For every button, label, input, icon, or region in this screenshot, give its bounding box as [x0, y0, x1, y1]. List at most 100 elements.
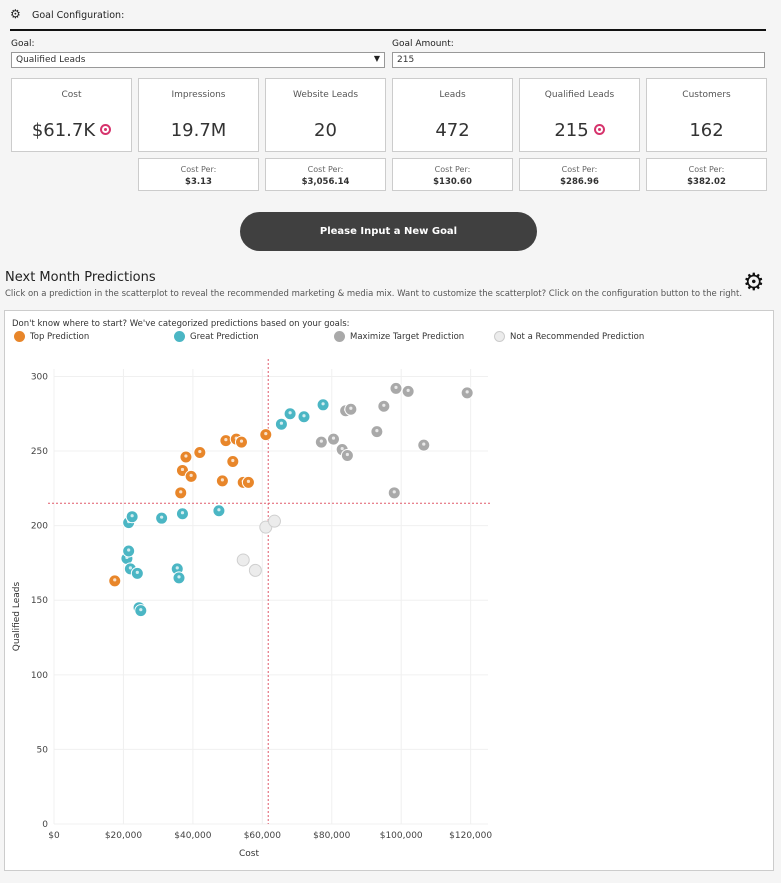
- goal-configuration-header: ⚙ Goal Configuration:: [10, 7, 766, 31]
- kpi-label: Impressions: [171, 90, 226, 100]
- point-glyph: [189, 473, 193, 478]
- goal-amount-input[interactable]: 215: [392, 52, 765, 68]
- point-glyph: [198, 449, 202, 454]
- goal-selected-value: Qualified Leads: [16, 55, 86, 65]
- legend-swatch: [334, 331, 345, 342]
- kpi-value: 20: [314, 120, 337, 141]
- goal-amount-label: Goal Amount:: [392, 39, 454, 49]
- point-glyph: [319, 439, 323, 443]
- point-glyph: [394, 385, 398, 389]
- data-point[interactable]: [236, 553, 250, 567]
- legend-label: Top Prediction: [30, 331, 90, 342]
- point-glyph: [179, 490, 183, 494]
- point-glyph: [392, 490, 396, 494]
- data-point[interactable]: [248, 563, 262, 577]
- y-tick-label: 250: [31, 447, 48, 457]
- cost-per-label: Cost Per:: [434, 165, 471, 174]
- scatterplot[interactable]: $0 $20,000 $40,000 $60,000 $80,000 $100,000 $1…: [4, 355, 504, 867]
- cost-per-value: $286.96: [560, 177, 599, 187]
- cost-per-customers: Cost Per: $382.02: [646, 158, 767, 191]
- legend-label: Not a Recommended Prediction: [510, 331, 645, 342]
- point-glyph: [246, 479, 251, 483]
- legend-great-prediction[interactable]: Great Prediction: [174, 331, 259, 342]
- y-tick-label: 0: [42, 820, 48, 830]
- cost-per-qualified-leads: Cost Per: $286.96: [519, 158, 640, 191]
- x-tick-label: $120,000: [449, 831, 492, 841]
- kpi-impressions[interactable]: Impressions 19.7M: [138, 78, 259, 152]
- chevron-down-icon[interactable]: ▼: [373, 54, 380, 63]
- x-tick-label: $0: [48, 831, 60, 841]
- point-glyph: [331, 436, 336, 440]
- point-glyph: [135, 570, 139, 574]
- point-glyph: [113, 578, 117, 582]
- point-glyph: [375, 429, 379, 433]
- point-glyph: [180, 511, 185, 515]
- cost-per-impressions: Cost Per: $3.13: [138, 158, 259, 191]
- point-glyph: [224, 438, 228, 442]
- legend-swatch: [174, 331, 185, 342]
- point-glyph: [177, 575, 181, 579]
- legend-swatch: [494, 331, 505, 342]
- gear-icon[interactable]: ⚙: [10, 7, 21, 21]
- kpi-leads[interactable]: Leads 472: [392, 78, 513, 152]
- x-tick-label: $20,000: [105, 831, 142, 841]
- x-tick-label: $60,000: [244, 831, 281, 841]
- new-goal-button[interactable]: Please Input a New Goal: [240, 212, 537, 251]
- kpi-customers[interactable]: Customers 162: [646, 78, 767, 152]
- configuration-gear-icon[interactable]: ⚙: [743, 268, 765, 296]
- kpi-website-leads[interactable]: Website Leads 20: [265, 78, 386, 152]
- point-glyph: [382, 403, 386, 407]
- point-glyph: [128, 566, 132, 570]
- point-glyph: [220, 478, 224, 482]
- point-glyph: [175, 566, 179, 570]
- cost-per-value: $382.02: [687, 177, 726, 187]
- point-glyph: [422, 442, 426, 446]
- y-tick-label: 100: [31, 671, 48, 681]
- point-glyph: [406, 388, 410, 392]
- legend-maximize-target[interactable]: Maximize Target Prediction: [334, 331, 464, 342]
- point-glyph: [217, 508, 221, 512]
- point-glyph: [302, 414, 306, 418]
- y-tick-label: 200: [31, 522, 48, 532]
- kpi-label: Customers: [682, 90, 731, 100]
- goal-configuration-title: Goal Configuration:: [32, 10, 125, 21]
- cost-per-value: $3,056.14: [301, 177, 350, 187]
- kpi-qualified-leads[interactable]: Qualified Leads 215: [519, 78, 640, 152]
- legend-label: Great Prediction: [190, 331, 259, 342]
- kpi-cost[interactable]: Cost $61.7K: [11, 78, 132, 152]
- kpi-value: 472: [435, 120, 470, 141]
- section-subtitle: Click on a prediction in the scatterplot…: [5, 289, 743, 299]
- kpi-value: $61.7K: [31, 120, 96, 141]
- point-glyph: [345, 452, 349, 457]
- x-tick-label: $100,000: [380, 831, 423, 841]
- kpi-value: 215: [554, 120, 589, 141]
- cost-per-label: Cost Per:: [307, 165, 344, 174]
- data-point[interactable]: [267, 514, 281, 528]
- point-glyph: [160, 515, 164, 519]
- target-icon: [593, 123, 605, 135]
- goal-label: Goal:: [11, 39, 35, 49]
- legend-not-recommended[interactable]: Not a Recommended Prediction: [494, 331, 644, 342]
- x-tick-label: $80,000: [313, 831, 350, 841]
- goal-select[interactable]: Qualified Leads ▼: [11, 52, 385, 68]
- point-glyph: [180, 467, 185, 472]
- y-tick-label: 300: [31, 372, 48, 382]
- cost-per-label: Cost Per:: [561, 165, 598, 174]
- target-icon: [100, 123, 112, 135]
- kpi-label: Cost: [61, 90, 82, 100]
- point-glyph: [321, 402, 325, 406]
- point-glyph: [139, 608, 143, 612]
- cost-per-value: $3.13: [185, 177, 212, 187]
- point-glyph: [279, 421, 284, 425]
- point-glyph: [130, 514, 134, 518]
- x-tick-label: $40,000: [174, 831, 211, 841]
- x-axis-title: Cost: [239, 849, 259, 859]
- kpi-value: 162: [689, 120, 724, 141]
- cost-per-label: Cost Per:: [180, 165, 217, 174]
- point-glyph: [340, 446, 344, 451]
- legend-label: Maximize Target Prediction: [350, 331, 465, 342]
- cost-per-leads: Cost Per: $130.60: [392, 158, 513, 191]
- y-tick-label: 50: [37, 745, 49, 755]
- point-glyph: [239, 439, 244, 443]
- legend-top-prediction[interactable]: Top Prediction: [14, 331, 89, 342]
